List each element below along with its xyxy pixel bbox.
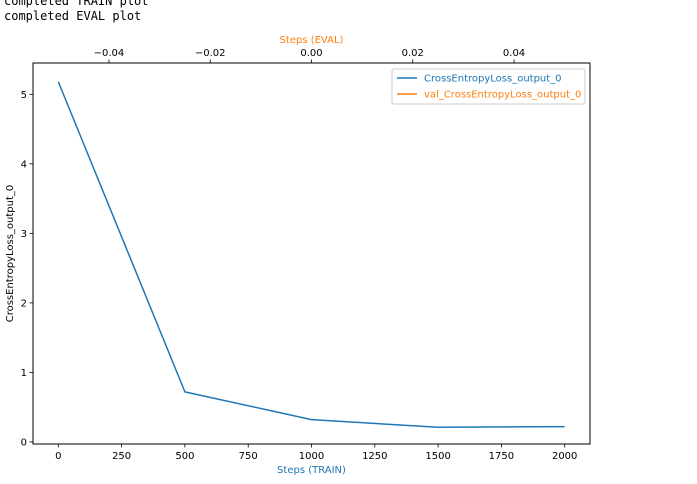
legend-label-val: val_CrossEntropyLoss_output_0 [424, 90, 581, 101]
x-tick-label: 1750 [489, 451, 514, 462]
y-tick-label: 1 [21, 368, 27, 379]
x2-axis-label: Steps (EVAL) [280, 35, 344, 46]
y-axis-ticks: 0 1 2 3 4 5 [21, 90, 33, 448]
console-line-eval: completed EVAL plot [4, 9, 142, 23]
x-tick-label: 2000 [552, 451, 577, 462]
x2-tick-label: 0.02 [402, 48, 424, 59]
x2-tick-label: 0.00 [300, 48, 322, 59]
console-line-train: completed TRAIN plot [4, 0, 149, 8]
x-tick-label: 0 [55, 451, 61, 462]
y-tick-label: 0 [21, 437, 27, 448]
x2-tick-label: −0.04 [94, 48, 125, 59]
series-line-train [57, 81, 565, 429]
legend-label-train: CrossEntropyLoss_output_0 [424, 74, 562, 85]
x-tick-label: 1250 [362, 451, 387, 462]
y-tick-label: 2 [21, 298, 27, 309]
y-axis-label: CrossEntropyLoss_output_0 [5, 185, 16, 323]
x2-tick-label: −0.02 [195, 48, 226, 59]
y-tick-label: 4 [21, 159, 27, 170]
legend-box [391, 68, 586, 105]
x-axis-ticks: 0 250 500 750 1000 1250 1500 1750 2000 [55, 444, 577, 462]
legend: CrossEntropyLoss_output_0 val_CrossEntro… [391, 68, 586, 105]
x-axis-label: Steps (TRAIN) [277, 465, 346, 476]
plot-frame [32, 62, 591, 445]
x2-axis-ticks: −0.04 −0.02 0.00 0.02 0.04 [94, 48, 525, 63]
console-output: completed TRAIN plot completed EVAL plot [4, 0, 149, 24]
x2-tick-label: 0.04 [503, 48, 525, 59]
x-tick-label: 750 [239, 451, 258, 462]
x-tick-label: 250 [112, 451, 131, 462]
x-tick-label: 1000 [299, 451, 324, 462]
x-tick-label: 1500 [425, 451, 450, 462]
y-tick-label: 5 [21, 90, 27, 101]
plot-series-layer [57, 81, 565, 429]
y-tick-label: 3 [21, 229, 27, 240]
x-tick-label: 500 [175, 451, 194, 462]
